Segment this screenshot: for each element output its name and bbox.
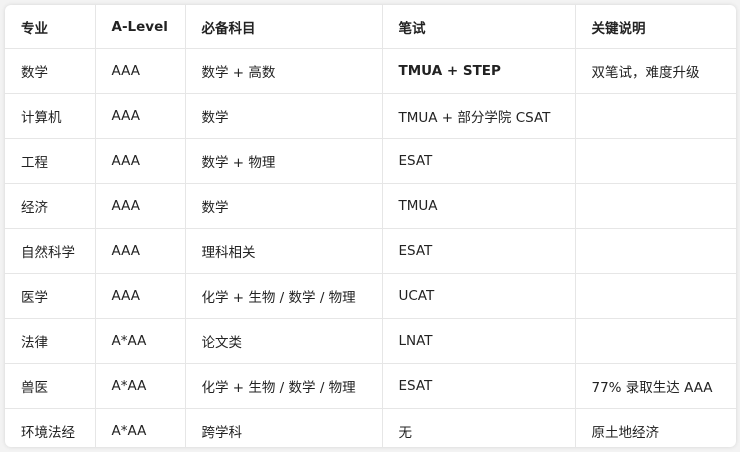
table-row: 工程 AAA 数学 + 物理 ESAT: [5, 138, 736, 184]
cell-major: 计算机: [5, 93, 96, 139]
cell-required-subjects: 数学 + 物理: [185, 138, 383, 184]
cell-major: 自然科学: [5, 228, 96, 274]
cell-key-notes: 原土地经济: [591, 425, 660, 441]
cell-admission-test: 无: [382, 408, 576, 447]
cell-major: 医学: [5, 273, 96, 319]
cell-a-level: AAA: [95, 273, 186, 319]
cell-admission-test: ESAT: [382, 138, 576, 184]
cell-required-subjects: 数学 + 高数: [185, 48, 383, 94]
table-row: 经济 AAA 数学 TMUA: [5, 183, 736, 229]
table-header-row: 专业 A-Level 必备科目 笔试 关键说明: [5, 5, 736, 49]
cell-key-notes: [575, 273, 736, 319]
table-row: 环境法经 A*AA 跨学科无原土地经济: [5, 408, 736, 447]
cell-key-notes: [575, 138, 736, 184]
requirements-table: 专业 A-Level 必备科目 笔试 关键说明 数学 AAA 数学 + 高数 TMUA + S…: [5, 5, 736, 447]
cell-admission-test: LNAT: [382, 318, 576, 364]
column-header-a-level: A-Level: [95, 5, 186, 49]
column-header-admission-test: 笔试: [382, 5, 576, 49]
cell-key-notes: [575, 183, 736, 229]
table-row: 兽医 A*AA 化学 + 生物 / 数学 / 物理 ESAT 77% 录取生达 AAA: [5, 363, 736, 409]
cell-a-level: AAA: [95, 48, 186, 94]
cell-required-subjects: 跨学科: [185, 408, 383, 447]
cell-admission-test: ESAT: [382, 363, 576, 409]
cell-a-level: AAA: [95, 183, 186, 229]
requirements-table-container: 专业 A-Level 必备科目 笔试 关键说明 数学 AAA 数学 + 高数 TMUA + S…: [5, 5, 736, 447]
cell-a-level: AAA: [95, 138, 186, 184]
cell-admission-test: UCAT: [382, 273, 576, 319]
cell-a-level: AAA: [95, 228, 186, 274]
cell-a-level: A*AA: [95, 363, 186, 409]
cell-required-subjects: 数学: [185, 93, 383, 139]
cell-a-level: A*AA: [95, 408, 186, 447]
table-row: 法律 A*AA 论文类 LNAT: [5, 318, 736, 364]
cell-a-level: AAA: [95, 93, 186, 139]
cell-required-subjects: 化学 + 生物 / 数学 / 物理: [185, 273, 383, 319]
column-header-key-notes: 关键说明: [575, 5, 736, 49]
cell-major: 工程: [5, 138, 96, 184]
cell-a-level: A*AA: [95, 318, 186, 364]
cell-required-subjects: 数学: [185, 183, 383, 229]
cell-major: 数学: [5, 48, 96, 94]
cell-major: 经济: [5, 183, 96, 229]
cell-key-notes: 双笔试，难度升级: [575, 48, 736, 94]
cell-admission-test: TMUA + 部分学院 CSAT: [382, 93, 576, 139]
cell-major: 法律: [5, 318, 96, 364]
table-row: 数学 AAA 数学 + 高数 TMUA + STEP 双笔试，难度升级: [5, 48, 736, 94]
cell-required-subjects: 理科相关: [185, 228, 383, 274]
cell-required-subjects: 论文类: [185, 318, 383, 364]
cell-major: 环境法经: [5, 408, 96, 447]
column-header-required-subjects: 必备科目: [185, 5, 383, 49]
cell-required-subjects: 化学 + 生物 / 数学 / 物理: [185, 363, 383, 409]
table-row: 计算机 AAA 数学 TMUA + 部分学院 CSAT: [5, 93, 736, 139]
cell-major: 兽医: [5, 363, 96, 409]
cell-admission-test: TMUA: [382, 183, 576, 229]
cell-admission-test: TMUA + STEP: [382, 48, 576, 94]
cell-key-notes: [575, 318, 736, 364]
cell-key-notes: [575, 93, 736, 139]
cell-admission-test: ESAT: [382, 228, 576, 274]
table-row: 医学 AAA 化学 + 生物 / 数学 / 物理 UCAT: [5, 273, 736, 319]
column-header-major: 专业: [5, 5, 96, 49]
cell-key-notes: [575, 228, 736, 274]
cell-key-notes: 77% 录取生达 AAA: [575, 363, 736, 409]
table-row: 自然科学 AAA 理科相关 ESAT: [5, 228, 736, 274]
